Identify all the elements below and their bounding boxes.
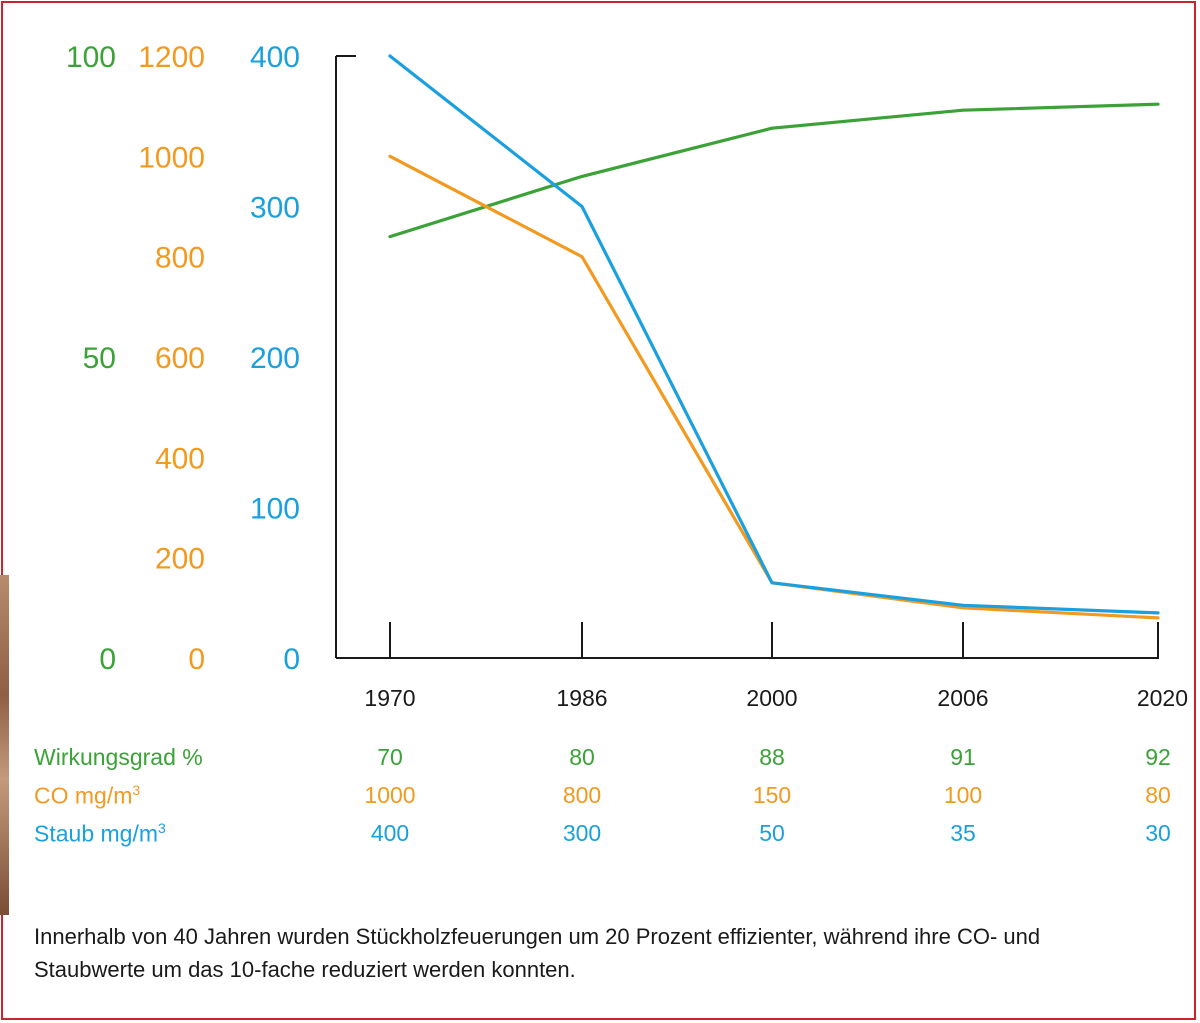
table-cell: 30 xyxy=(1145,820,1171,846)
unit-superscript: 3 xyxy=(158,820,166,836)
x-tick-label: 1970 xyxy=(364,685,415,711)
table-cell: 91 xyxy=(950,744,976,770)
table-row: Staub mg/m3 400 300 50 35 30 xyxy=(0,820,1200,848)
y-tick-label-staub: 300 xyxy=(250,192,300,225)
y-tick-label-staub: 100 xyxy=(250,493,300,526)
row-label-co: CO mg/m3 xyxy=(34,782,141,809)
table-cell: 70 xyxy=(377,744,403,770)
series-line-co xyxy=(388,154,1160,620)
y-tick-label-co: 1200 xyxy=(138,41,205,74)
y-tick-label-co: 0 xyxy=(188,643,205,676)
table-cell: 1000 xyxy=(364,782,416,808)
y-tick-label-wirkungsgrad: 0 xyxy=(99,643,116,676)
table-cell: 100 xyxy=(943,782,983,808)
table-cell: 150 xyxy=(752,782,792,808)
table-cell: 80 xyxy=(1145,782,1171,808)
x-tick-label: 1986 xyxy=(556,685,607,711)
x-tick-label: 2006 xyxy=(937,685,988,711)
y-tick-label-wirkungsgrad: 100 xyxy=(66,41,116,74)
x-tick-label: 2020 xyxy=(1137,685,1188,711)
y-tick-label-staub: 400 xyxy=(250,41,300,74)
y-tick-label-staub: 0 xyxy=(283,643,300,676)
y-tick-label-co: 600 xyxy=(155,342,205,375)
background-photo-edge xyxy=(0,575,9,915)
series-lines xyxy=(388,54,1160,620)
y-tick-label-staub: 200 xyxy=(250,342,300,375)
row-label-wirkungsgrad: Wirkungsgrad % xyxy=(34,744,203,770)
table-cell: 92 xyxy=(1145,744,1171,770)
y-tick-label-co: 400 xyxy=(155,442,205,475)
series-line-wirkungsgrad xyxy=(388,102,1160,239)
table-cell: 35 xyxy=(950,820,976,846)
row-label-staub: Staub mg/m3 xyxy=(34,820,166,847)
x-tick-label: 2000 xyxy=(746,685,797,711)
x-axis-ticks: 1970 1986 2000 2006 2020 xyxy=(364,622,1188,711)
y-tick-label-co: 800 xyxy=(155,242,205,275)
table-row: CO mg/m3 1000 800 150 100 80 xyxy=(0,782,1200,810)
table-cell: 88 xyxy=(759,744,785,770)
chart-axes xyxy=(335,55,1159,659)
table-cell: 800 xyxy=(562,782,602,808)
chart-caption: Innerhalb von 40 Jahren wurden Stückholz… xyxy=(34,924,1041,982)
y-tick-label-co: 200 xyxy=(155,543,205,576)
table-cell: 80 xyxy=(569,744,595,770)
series-line-staub xyxy=(388,54,1160,615)
unit-superscript: 3 xyxy=(132,782,141,798)
table-row: Wirkungsgrad % 70 80 88 91 92 xyxy=(0,744,1200,772)
y-axis-ticks-staub: 0 100 200 300 400 xyxy=(250,41,300,676)
y-tick-label-co: 1000 xyxy=(138,141,205,174)
y-axis-ticks-co: 0 200 400 600 800 1000 1200 xyxy=(138,41,205,676)
y-axis-ticks-wirkungsgrad: 0 50 100 xyxy=(66,41,116,676)
table-cell: 400 xyxy=(370,820,410,846)
table-cell: 300 xyxy=(562,820,602,846)
y-tick-label-wirkungsgrad: 50 xyxy=(83,342,116,375)
table-cell: 50 xyxy=(759,820,785,846)
